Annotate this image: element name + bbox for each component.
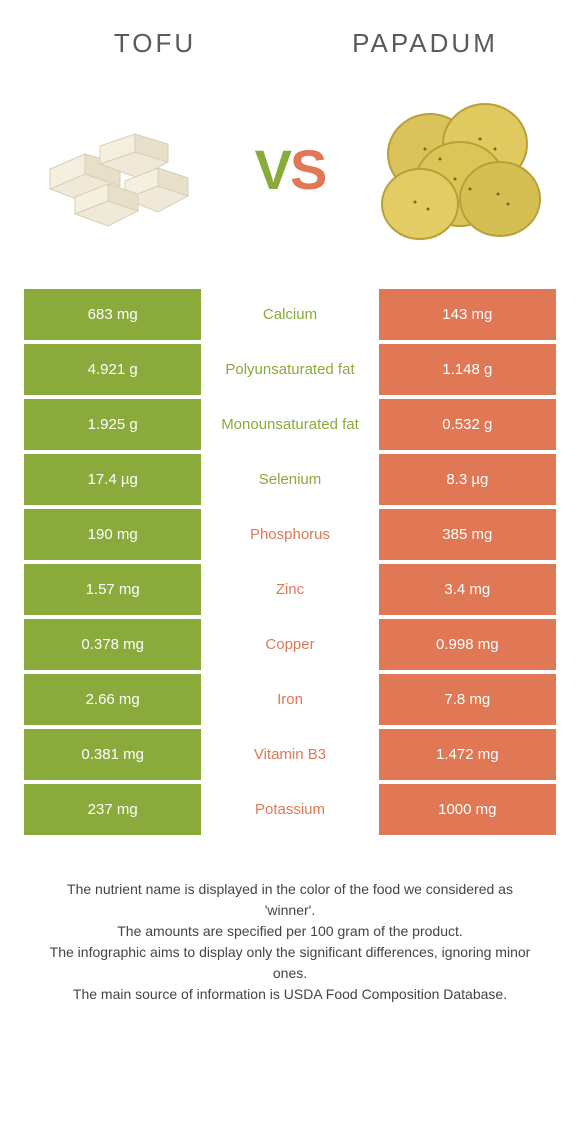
left-value: 1.925 g	[24, 399, 201, 450]
left-value: 0.381 mg	[24, 729, 201, 780]
left-value: 2.66 mg	[24, 674, 201, 725]
left-value: 17.4 µg	[24, 454, 201, 505]
table-row: 1.57 mgZinc3.4 mg	[24, 564, 556, 615]
vs-s: S	[290, 138, 325, 201]
nutrient-label: Vitamin B3	[201, 729, 378, 780]
right-value: 143 mg	[379, 289, 556, 340]
footer-line-2: The amounts are specified per 100 gram o…	[40, 921, 540, 942]
table-row: 1.925 gMonounsaturated fat0.532 g	[24, 399, 556, 450]
table-row: 237 mgPotassium1000 mg	[24, 784, 556, 835]
nutrient-label: Copper	[201, 619, 378, 670]
table-row: 0.381 mgVitamin B31.472 mg	[24, 729, 556, 780]
right-value: 0.998 mg	[379, 619, 556, 670]
papadum-image	[370, 94, 550, 244]
table-row: 2.66 mgIron7.8 mg	[24, 674, 556, 725]
footer-line-4: The main source of information is USDA F…	[40, 984, 540, 1005]
right-value: 3.4 mg	[379, 564, 556, 615]
footer-line-1: The nutrient name is displayed in the co…	[40, 879, 540, 921]
papadum-icon	[370, 94, 550, 244]
right-value: 385 mg	[379, 509, 556, 560]
nutrient-label: Phosphorus	[201, 509, 378, 560]
vs-v: V	[255, 138, 290, 201]
table-row: 683 mgCalcium143 mg	[24, 289, 556, 340]
left-value: 1.57 mg	[24, 564, 201, 615]
nutrient-label: Zinc	[201, 564, 378, 615]
tofu-icon	[30, 104, 210, 234]
left-value: 4.921 g	[24, 344, 201, 395]
left-value: 0.378 mg	[24, 619, 201, 670]
nutrient-label: Iron	[201, 674, 378, 725]
right-value: 1000 mg	[379, 784, 556, 835]
left-value: 190 mg	[24, 509, 201, 560]
nutrient-label: Polyunsaturated fat	[201, 344, 378, 395]
table-row: 17.4 µgSelenium8.3 µg	[24, 454, 556, 505]
table-row: 4.921 gPolyunsaturated fat1.148 g	[24, 344, 556, 395]
left-value: 683 mg	[24, 289, 201, 340]
left-value: 237 mg	[24, 784, 201, 835]
tofu-image	[30, 94, 210, 244]
right-food-title: PAPADUM	[290, 28, 560, 59]
nutrient-label: Calcium	[201, 289, 378, 340]
right-value: 1.472 mg	[379, 729, 556, 780]
table-row: 190 mgPhosphorus385 mg	[24, 509, 556, 560]
header: TOFU PAPADUM	[0, 0, 580, 69]
footer-line-3: The infographic aims to display only the…	[40, 942, 540, 984]
nutrient-label: Selenium	[201, 454, 378, 505]
right-value: 0.532 g	[379, 399, 556, 450]
images-row: VS	[0, 69, 580, 289]
right-value: 1.148 g	[379, 344, 556, 395]
nutrient-label: Potassium	[201, 784, 378, 835]
right-value: 7.8 mg	[379, 674, 556, 725]
footer: The nutrient name is displayed in the co…	[0, 839, 580, 1025]
table-row: 0.378 mgCopper0.998 mg	[24, 619, 556, 670]
nutrient-label: Monounsaturated fat	[201, 399, 378, 450]
right-value: 8.3 µg	[379, 454, 556, 505]
vs-label: VS	[255, 137, 326, 202]
nutrient-table: 683 mgCalcium143 mg4.921 gPolyunsaturate…	[0, 289, 580, 835]
left-food-title: TOFU	[20, 28, 290, 59]
